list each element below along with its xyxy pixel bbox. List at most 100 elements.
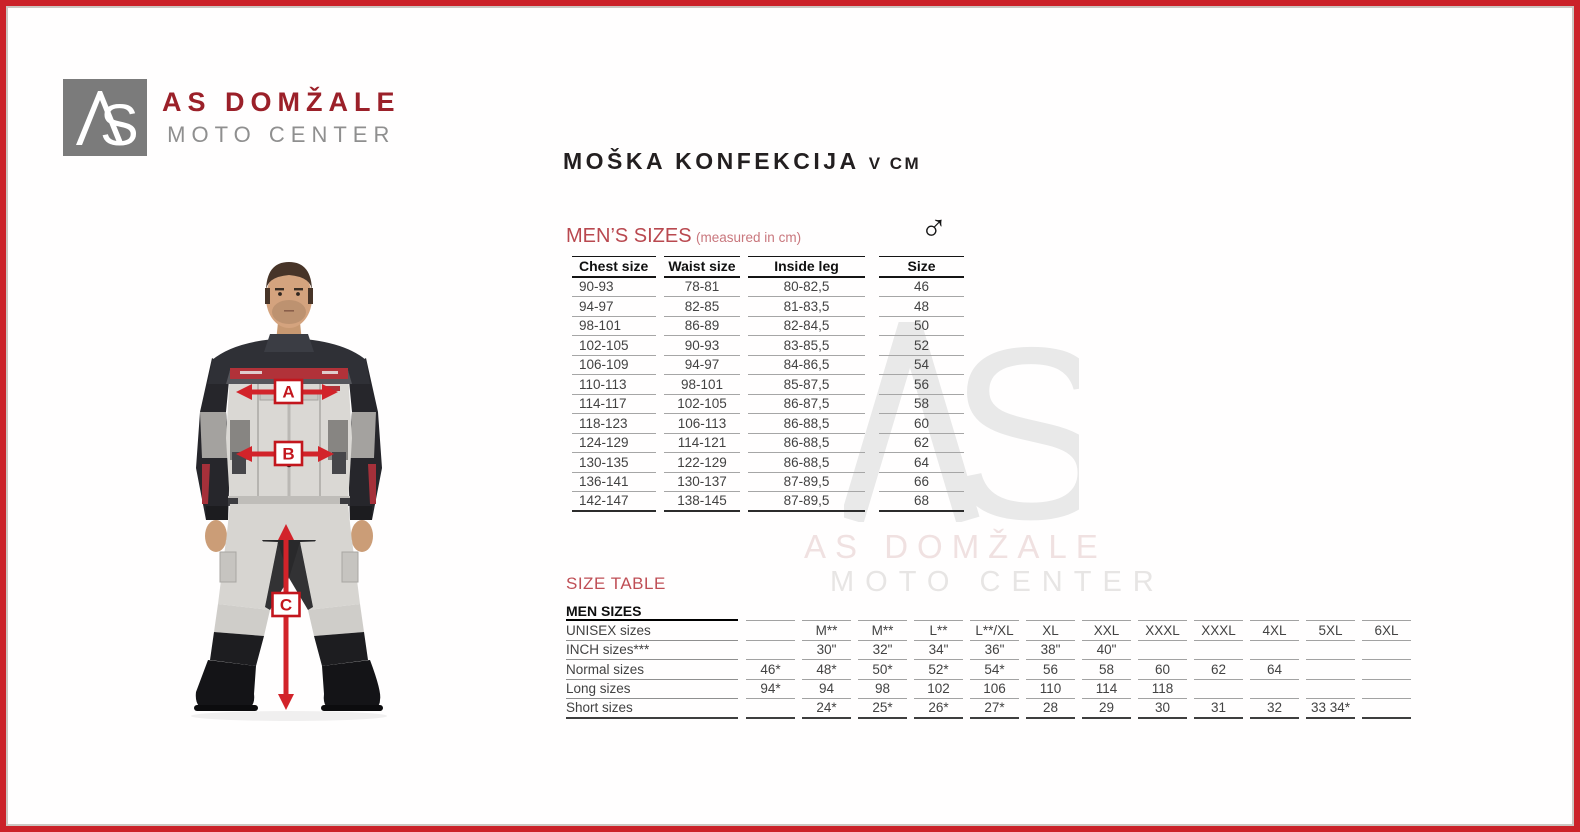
svg-text:S: S — [100, 93, 138, 149]
mens-table-cell: 118-123 — [572, 414, 656, 434]
size-table-cell — [1362, 641, 1411, 660]
male-gender-icon: ♂ — [920, 206, 948, 247]
size-table-cell: 38" — [1026, 641, 1075, 660]
size-table-row: Short sizes 24* 25* 26* 27* 28 29 30 31 32 33 34* — [566, 699, 1411, 719]
mens-table-cell: 102-105 — [572, 336, 656, 356]
mens-table-cell: 86-87,5 — [748, 395, 865, 414]
size-table-header-cell — [1250, 602, 1299, 621]
size-table-cell — [746, 641, 795, 660]
mens-sizes-heading: MEN’S SIZES (measured in cm) — [566, 225, 801, 248]
size-table-cell: M** — [858, 621, 907, 641]
size-table-cell: 40" — [1082, 641, 1131, 660]
mens-table-row: 118-123 106-113 86-88,5 60 — [572, 414, 964, 434]
svg-text:S: S — [948, 322, 1079, 522]
size-table-header-cell — [746, 602, 795, 621]
mens-table-cell: 78-81 — [664, 278, 740, 297]
size-table-cell: 64 — [1250, 660, 1299, 680]
brand-subtitle: MOTO CENTER — [167, 122, 396, 147]
size-table-cell: 36" — [970, 641, 1019, 660]
size-table-cell: 34" — [914, 641, 963, 660]
mens-table-cell: 68 — [879, 492, 964, 512]
model-jacket — [196, 334, 382, 552]
page-title: MOŠKA KONFEKCIJA V CM — [563, 148, 921, 175]
size-table-cell — [1306, 660, 1355, 680]
size-table-row-label: UNISEX sizes — [566, 621, 738, 641]
mens-table-header-cell: Waist size — [664, 256, 740, 278]
size-table-cell: 106 — [970, 680, 1019, 699]
size-table-cell — [1250, 680, 1299, 699]
size-table-header-cell — [1194, 602, 1243, 621]
mens-table-cell: 114-117 — [572, 395, 656, 414]
size-table-header: MEN SIZES — [566, 602, 738, 621]
size-table-row-label: Long sizes — [566, 680, 738, 699]
mens-table-header-cell: Size — [879, 256, 964, 278]
size-table-cell: 50* — [858, 660, 907, 680]
mens-table-row: 136-141 130-137 87-89,5 66 — [572, 473, 964, 492]
size-table-cell: 118 — [1138, 680, 1187, 699]
size-table-cell: 30" — [802, 641, 851, 660]
mens-table-cell: 52 — [879, 336, 964, 356]
size-table-cell — [746, 621, 795, 641]
size-table-cell: M** — [802, 621, 851, 641]
mens-sizes-table: Chest size Waist size Inside leg Size 90-93 7… — [572, 256, 964, 512]
size-table-cell: 31 — [1194, 699, 1243, 719]
model-head — [265, 262, 313, 342]
mens-table-cell: 81-83,5 — [748, 297, 865, 317]
mens-table-cell: 98-101 — [572, 317, 656, 336]
size-table-cell: 26* — [914, 699, 963, 719]
size-table-header-cell — [1362, 602, 1411, 621]
mens-table-header-row: Chest size Waist size Inside leg Size — [572, 256, 964, 278]
size-table-title: SIZE TABLE — [566, 574, 666, 593]
watermark-line1: AS DOMŽALE — [804, 528, 1107, 565]
size-table-cell: 28 — [1026, 699, 1075, 719]
mens-table-cell: 136-141 — [572, 473, 656, 492]
mens-table-cell: 110-113 — [572, 375, 656, 395]
mens-table-header-cell: Chest size — [572, 256, 656, 278]
mens-table-cell: 94-97 — [572, 297, 656, 317]
mens-table-cell: 85-87,5 — [748, 375, 865, 395]
mens-table-cell: 130-135 — [572, 453, 656, 473]
size-table-cell: 94 — [802, 680, 851, 699]
size-table-cell: XXL — [1082, 621, 1131, 641]
size-table-header-cell — [1026, 602, 1075, 621]
size-table-cell: 114 — [1082, 680, 1131, 699]
mens-table-row: 130-135 122-129 86-88,5 64 — [572, 453, 964, 473]
mens-table-cell: 86-88,5 — [748, 434, 865, 453]
mens-table-cell: 98-101 — [664, 375, 740, 395]
brand-title: AS DOMŽALE — [162, 87, 401, 117]
size-table-header-cell — [1306, 602, 1355, 621]
size-table-header-row: MEN SIZES — [566, 602, 1411, 621]
size-table-header-cell — [970, 602, 1019, 621]
size-table-header-cell — [858, 602, 907, 621]
size-table-row: Normal sizes 46* 48* 50* 52* 54* 56 58 60 62 64 — [566, 660, 1411, 680]
size-table-cell: 54* — [970, 660, 1019, 680]
size-table-row-label: Normal sizes — [566, 660, 738, 680]
mens-table-cell: 87-89,5 — [748, 492, 865, 512]
size-table-header-cell — [1082, 602, 1131, 621]
model-figure: A B C — [191, 262, 387, 721]
size-table-cell: 33 34* — [1306, 699, 1355, 719]
size-table-cell — [1362, 699, 1411, 719]
size-table-cell: 27* — [970, 699, 1019, 719]
mens-table-cell: 86-88,5 — [748, 453, 865, 473]
size-table-cell: XXXL — [1138, 621, 1187, 641]
floor-shadow — [191, 711, 387, 721]
size-table: MEN SIZES UNISEX sizes M** M** L** L**/XL XL X… — [566, 602, 1411, 719]
mens-table-row: 124-129 114-121 86-88,5 62 — [572, 434, 964, 453]
size-table-cell: 62 — [1194, 660, 1243, 680]
as-monogram-icon: S — [76, 90, 138, 149]
model-pants — [194, 504, 383, 711]
size-table-cell — [746, 699, 795, 719]
mens-table-row: 98-101 86-89 82-84,5 50 — [572, 317, 964, 336]
page-title-suffix: V CM — [868, 154, 922, 173]
arrow-a-label: A — [282, 383, 294, 402]
size-table-cell: 30 — [1138, 699, 1187, 719]
size-table-cell: 110 — [1026, 680, 1075, 699]
mens-sizes-title: MEN’S SIZES — [566, 225, 692, 247]
size-table-header-cell — [1138, 602, 1187, 621]
mens-table-cell: 86-89 — [664, 317, 740, 336]
size-table-cell: 4XL — [1250, 621, 1299, 641]
mens-table-cell: 102-105 — [664, 395, 740, 414]
mens-table-cell: 114-121 — [664, 434, 740, 453]
mens-table-cell: 80-82,5 — [748, 278, 865, 297]
